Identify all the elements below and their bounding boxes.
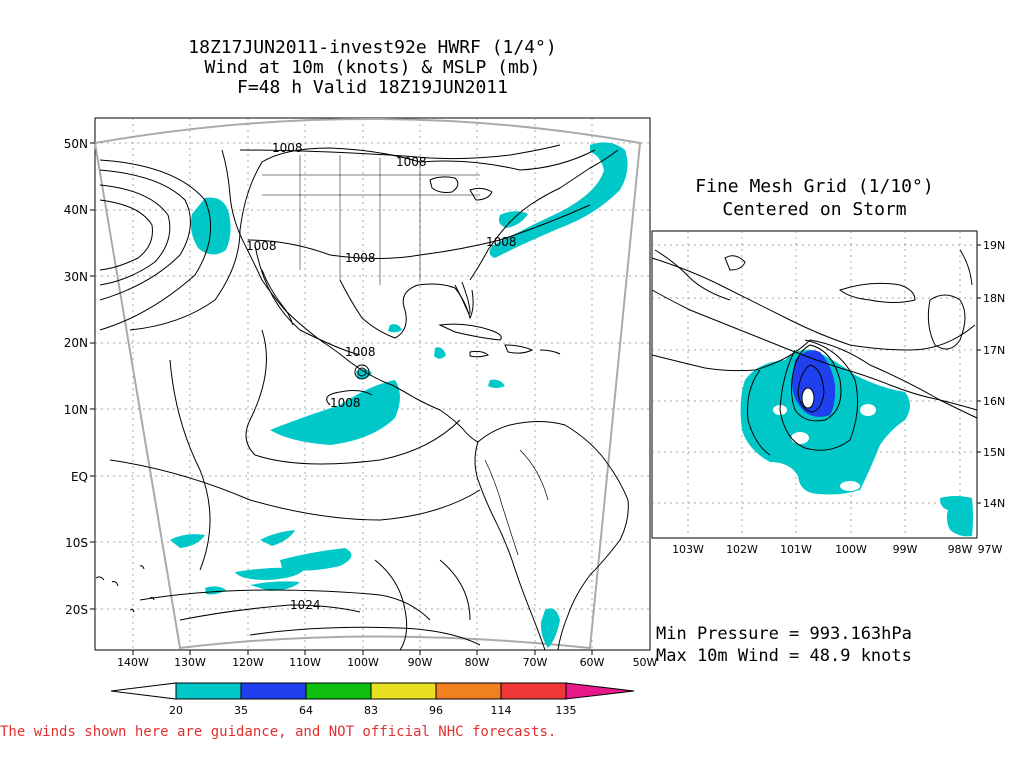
colorbar-segment: [500, 682, 567, 700]
inset-lat-label: 16N: [983, 395, 1005, 408]
wind-colorbar: 20 35 64 83 96 114 135: [110, 682, 635, 717]
inset-lat-label: 15N: [983, 446, 1005, 459]
colorbar-label: 64: [299, 704, 313, 717]
lat-label: 50N: [64, 137, 88, 151]
main-map-frame: [94, 117, 651, 651]
lon-label: 90W: [408, 656, 433, 669]
colorbar-label: 35: [234, 704, 248, 717]
colorbar-segment: [435, 682, 502, 700]
colorbar-label: 135: [556, 704, 577, 717]
model-domain-boundary: [93, 118, 642, 650]
main-map-graticule: [95, 118, 650, 650]
storm-center-marker: [354, 364, 370, 380]
lat-ticks: [90, 142, 95, 610]
inset-lon-labels: 103W 102W 101W 100W 99W 98W 97W: [672, 543, 1002, 556]
isobar-label: 1008: [330, 396, 361, 410]
main-title-line-1: 18Z17JUN2011-invest92e HWRF (1/4°): [188, 37, 557, 58]
inset-lon-label: 103W: [672, 543, 704, 556]
inset-lat-label: 18N: [983, 292, 1005, 305]
inset-lon-label: 99W: [893, 543, 918, 556]
colorbar-segment: [370, 682, 437, 700]
colorbar-high-triangle: [565, 682, 635, 700]
colorbar-segment: [175, 682, 242, 700]
main-title-line-3: F=48 h Valid 18Z19JUN2011: [237, 77, 508, 98]
lat-label: 20S: [65, 603, 88, 617]
inset-lon-label: 97W: [978, 543, 1003, 556]
coastlines: [95, 144, 629, 651]
inset-title-line-2: Centered on Storm: [722, 199, 907, 220]
colorbar-segment: [240, 682, 307, 700]
main-lat-labels: 50N 40N 30N 20N 10N EQ 10S 20S: [64, 137, 88, 617]
lon-label: 70W: [523, 656, 548, 669]
inset-lat-ticks: [977, 244, 981, 504]
inset-lat-label: 17N: [983, 344, 1005, 357]
lon-label: 80W: [465, 656, 490, 669]
isobar-label: 1024: [290, 598, 321, 612]
inset-lat-label: 14N: [983, 497, 1005, 510]
lat-label: 10S: [65, 536, 88, 550]
disclaimer-text: The winds shown here are guidance, and N…: [0, 724, 557, 740]
isobar-label: 1008: [396, 155, 427, 169]
isobar-labels: 1008 1008 1008 1008 1008 1008 1008 1024: [246, 141, 517, 612]
colorbar-label: 83: [364, 704, 378, 717]
isobar-label: 1008: [345, 345, 376, 359]
inset-coastline: [651, 249, 978, 411]
inset-title-line-1: Fine Mesh Grid (1/10°): [695, 176, 934, 197]
lat-label: 10N: [64, 403, 88, 417]
min-pressure-readout: Min Pressure = 993.163hPa: [656, 624, 912, 644]
isobar-label: 1008: [486, 235, 517, 249]
lon-label: 100W: [347, 656, 379, 669]
isobar-label: 1008: [272, 141, 303, 155]
colorbar-label: 20: [169, 704, 183, 717]
lon-label: 110W: [289, 656, 321, 669]
inset-lat-label: 19N: [983, 239, 1005, 252]
inset-eye: [801, 387, 815, 409]
colorbar-label: 96: [429, 704, 443, 717]
wind-shading-20-35kt: [170, 142, 628, 648]
lon-label: 140W: [117, 656, 149, 669]
isobar-label: 1008: [345, 251, 376, 265]
main-title-line-2: Wind at 10m (knots) & MSLP (mb): [204, 57, 541, 78]
lat-label: 30N: [64, 270, 88, 284]
lat-label: EQ: [71, 470, 88, 484]
lon-ticks: [132, 650, 593, 655]
lat-label: 40N: [64, 203, 88, 217]
main-lon-labels: 140W 130W 120W 110W 100W 90W 80W 70W 60W…: [117, 656, 657, 669]
colorbar-label: 114: [491, 704, 512, 717]
lon-label: 50W: [633, 656, 658, 669]
colorbar-segment: [305, 682, 372, 700]
colorbar-low-triangle: [110, 682, 177, 700]
inset-lon-label: 100W: [835, 543, 867, 556]
lon-label: 130W: [174, 656, 206, 669]
inset-lat-labels: 19N 18N 17N 16N 15N 14N: [983, 239, 1005, 510]
inset-lon-label: 101W: [780, 543, 812, 556]
lon-label: 60W: [580, 656, 605, 669]
max-wind-readout: Max 10m Wind = 48.9 knots: [656, 646, 912, 666]
lat-label: 20N: [64, 336, 88, 350]
isobar-label: 1008: [246, 239, 277, 253]
lon-label: 120W: [232, 656, 264, 669]
inset-lon-label: 98W: [948, 543, 973, 556]
inset-lon-label: 102W: [726, 543, 758, 556]
